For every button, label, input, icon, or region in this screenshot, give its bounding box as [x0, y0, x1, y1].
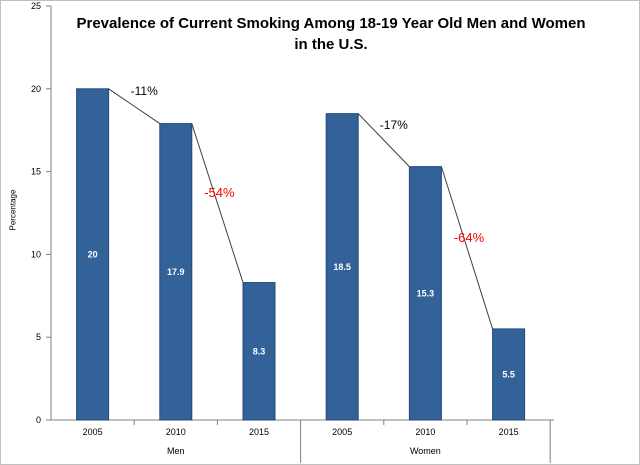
- bar-value-label: 8.3: [253, 346, 266, 356]
- bar-value-label: 15.3: [417, 288, 435, 298]
- x-tick-label: 2010: [166, 427, 186, 437]
- x-tick-label: 2015: [249, 427, 269, 437]
- y-tick-label: 15: [31, 167, 41, 177]
- bar-women-2015: [492, 328, 526, 421]
- x-tick-label: 2005: [332, 427, 352, 437]
- change-label: -54%: [204, 185, 235, 200]
- bar-value-label: 5.5: [502, 369, 515, 379]
- y-tick-label: 20: [31, 84, 41, 94]
- change-connector-line: [108, 88, 161, 124]
- y-tick-label: 5: [36, 332, 41, 342]
- x-tick-label: 2010: [415, 427, 435, 437]
- y-tick-label: 25: [31, 1, 41, 11]
- change-label: -11%: [131, 84, 158, 98]
- x-tick-label: 2005: [83, 427, 103, 437]
- change-connector-line: [357, 113, 410, 167]
- bar-men-2015: [242, 282, 276, 421]
- bar-value-label: 20: [88, 249, 98, 259]
- x-group-label: Men: [167, 446, 185, 456]
- bar-women-2010: [408, 166, 442, 421]
- change-label: -64%: [454, 230, 485, 245]
- change-connector-line: [440, 166, 494, 330]
- x-tick-label: 2015: [499, 427, 519, 437]
- y-tick-label: 0: [36, 415, 41, 425]
- bar-women-2005: [325, 113, 359, 421]
- chart-title: Prevalence of Current Smoking Among 18-1…: [61, 13, 601, 55]
- y-tick-label: 10: [31, 249, 41, 259]
- chart-title-line-1: Prevalence of Current Smoking Among 18-1…: [76, 15, 586, 32]
- bar-men-2010: [159, 123, 193, 421]
- bar-men-2005: [76, 88, 110, 421]
- change-label: -17%: [380, 118, 408, 132]
- chart-title-line-2: in the U.S.: [294, 36, 368, 53]
- x-group-label: Women: [410, 446, 441, 456]
- bar-value-label: 18.5: [333, 262, 351, 272]
- change-connector-line: [191, 123, 244, 283]
- bar-value-label: 17.9: [167, 267, 185, 277]
